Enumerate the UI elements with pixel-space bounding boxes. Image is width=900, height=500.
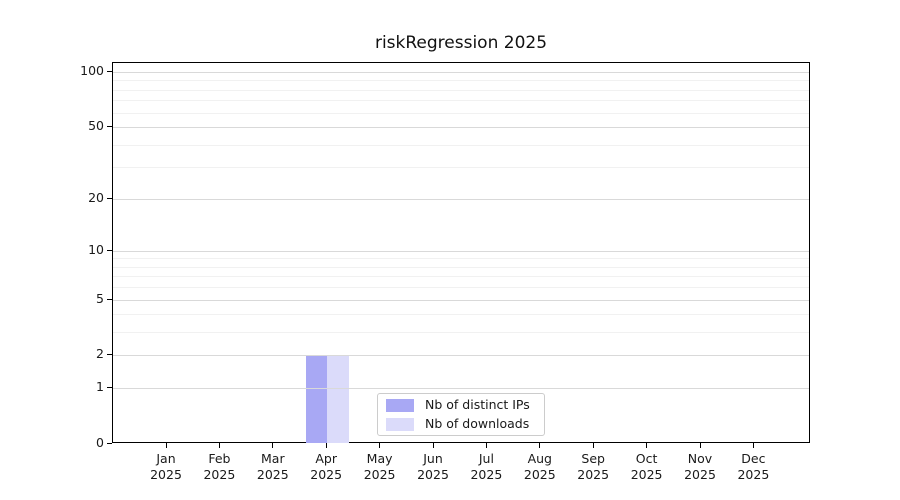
minor-gridline-90 xyxy=(113,80,809,82)
major-gridline-5 xyxy=(113,299,809,301)
minor-gridline-70 xyxy=(113,100,809,102)
y-axis-tick-label-0: 0 xyxy=(96,435,104,450)
major-gridline-1 xyxy=(113,388,809,390)
legend-swatch-downloads xyxy=(386,417,414,431)
y-axis-tick-mark-2 xyxy=(107,354,112,356)
legend: Nb of distinct IPs Nb of downloads xyxy=(377,393,545,436)
x-axis-tick-label-5: Jun 2025 xyxy=(417,451,449,482)
minor-gridline-3 xyxy=(113,332,809,334)
x-axis-tick-mark-1 xyxy=(218,443,220,448)
x-axis-tick-mark-11 xyxy=(752,443,754,448)
minor-gridline-6 xyxy=(113,287,809,289)
x-axis-tick-mark-10 xyxy=(699,443,701,448)
y-axis-tick-label-5: 5 xyxy=(96,290,104,306)
x-axis-tick-label-9: Oct 2025 xyxy=(630,451,663,482)
chart-title: riskRegression 2025 xyxy=(374,33,548,53)
x-axis-tick-label-3: Apr 2025 xyxy=(310,451,343,482)
x-axis-tick-mark-0 xyxy=(165,443,167,448)
legend-label-distinct-ips: Nb of distinct IPs xyxy=(425,397,530,412)
x-axis-tick-mark-8 xyxy=(592,443,594,448)
x-axis-tick-label-1: Feb 2025 xyxy=(203,451,236,482)
y-axis-tick-label-20: 20 xyxy=(88,189,104,205)
legend-item-downloads: Nb of downloads xyxy=(386,417,536,431)
y-axis-tick-label-10: 10 xyxy=(88,241,104,257)
major-gridline-50 xyxy=(113,127,809,129)
plot-area xyxy=(112,62,810,443)
legend-item-distinct-ips: Nb of distinct IPs xyxy=(386,398,536,412)
x-axis-tick-mark-9 xyxy=(646,443,648,448)
x-axis-tick-mark-7 xyxy=(539,443,541,448)
bar-distinct-ips-3 xyxy=(305,355,328,443)
minor-gridline-80 xyxy=(113,89,809,91)
x-axis-tick-mark-4 xyxy=(379,443,381,448)
major-gridline-20 xyxy=(113,198,809,200)
x-axis-tick-label-7: Aug 2025 xyxy=(523,451,556,482)
major-gridline-2 xyxy=(113,355,809,357)
y-axis-tick-mark-1 xyxy=(107,387,112,389)
legend-label-downloads: Nb of downloads xyxy=(425,416,530,431)
major-gridline-10 xyxy=(113,250,809,252)
y-axis-tick-label-50: 50 xyxy=(88,118,104,134)
y-axis-tick-mark-100 xyxy=(107,71,112,73)
minor-gridline-9 xyxy=(113,258,809,260)
y-axis-tick-mark-0 xyxy=(107,443,112,444)
x-axis-tick-label-6: Jul 2025 xyxy=(470,451,503,482)
major-gridline-100 xyxy=(113,72,809,74)
y-axis-tick-label-2: 2 xyxy=(96,346,104,362)
minor-gridline-30 xyxy=(113,167,809,169)
x-axis-tick-label-2: Mar 2025 xyxy=(256,451,289,482)
bar-downloads-3 xyxy=(327,355,349,443)
y-axis-tick-mark-10 xyxy=(107,249,112,251)
x-axis-tick-label-4: May 2025 xyxy=(363,451,396,482)
minor-gridline-60 xyxy=(113,112,809,114)
x-axis-tick-label-11: Dec 2025 xyxy=(737,451,770,482)
legend-swatch-distinct-ips xyxy=(386,398,414,412)
minor-gridline-7 xyxy=(113,276,809,278)
minor-gridline-4 xyxy=(113,314,809,316)
x-axis-tick-mark-5 xyxy=(432,443,434,448)
minor-gridline-8 xyxy=(113,266,809,268)
y-axis-tick-mark-20 xyxy=(107,197,112,199)
y-axis-tick-mark-50 xyxy=(107,126,112,128)
x-axis-tick-mark-2 xyxy=(272,443,274,448)
y-axis-tick-label-100: 100 xyxy=(80,63,104,79)
x-axis-tick-mark-3 xyxy=(325,443,327,448)
minor-gridline-40 xyxy=(113,144,809,146)
y-axis-tick-mark-5 xyxy=(107,298,112,300)
x-axis-tick-mark-6 xyxy=(485,443,487,448)
y-axis-tick-label-1: 1 xyxy=(96,379,104,395)
x-axis-tick-label-0: Jan 2025 xyxy=(150,451,182,482)
x-axis-tick-label-8: Sep 2025 xyxy=(577,451,610,482)
x-axis-tick-label-10: Nov 2025 xyxy=(684,451,716,482)
